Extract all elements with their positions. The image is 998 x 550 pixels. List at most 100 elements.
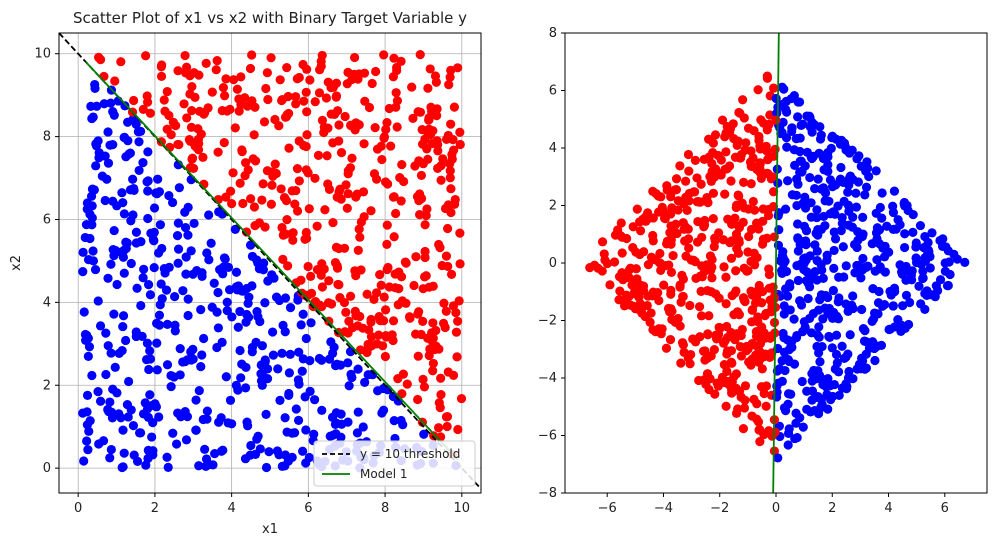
right-data-point: [780, 365, 790, 376]
left-data-point: [217, 106, 227, 116]
right-data-point: [836, 226, 846, 236]
right-data-point: [789, 91, 799, 101]
left-data-point: [125, 148, 135, 158]
left-data-point: [420, 246, 430, 257]
right-data-point: [817, 341, 827, 352]
right-data-point: [712, 378, 722, 388]
left-data-point: [227, 419, 237, 429]
left-data-point: [142, 338, 153, 348]
right-data-point: [836, 162, 846, 173]
left-data-point: [455, 139, 465, 150]
right-data-point: [927, 228, 937, 238]
left-data-point: [185, 163, 196, 173]
left-data-point: [383, 262, 393, 273]
right-data-point: [847, 145, 857, 155]
right-data-point: [783, 440, 793, 450]
right-data-point: [721, 401, 731, 411]
left-data-point: [84, 342, 95, 352]
right-data-point: [616, 218, 626, 228]
left-data-point: [114, 348, 124, 359]
right-data-point: [619, 270, 629, 280]
left-data-point: [351, 192, 361, 202]
left-data-point: [157, 243, 167, 254]
left-data-point: [441, 306, 451, 316]
left-data-point: [349, 52, 360, 63]
left-data-point: [204, 255, 214, 265]
left-data-point: [154, 320, 165, 330]
right-data-point: [707, 254, 717, 265]
left-data-point: [189, 218, 199, 229]
left-data-point: [174, 183, 184, 193]
left-data-point: [100, 151, 110, 161]
left-data-point: [341, 180, 351, 190]
left-data-point: [301, 458, 311, 468]
right-data-point: [605, 280, 615, 290]
left-data-point: [225, 104, 235, 114]
left-data-point: [241, 362, 251, 373]
right-data-point: [711, 289, 721, 299]
left-data-point: [452, 352, 462, 362]
left-data-point: [336, 148, 347, 158]
left-data-point: [170, 292, 180, 302]
left-x-axis-label: x1: [262, 522, 278, 537]
right-data-point: [659, 280, 669, 290]
right-data-point: [739, 113, 749, 123]
left-x-tick-label: 4: [227, 501, 235, 516]
right-x-ticks: −6 −4 −2 0 2 4 6: [598, 493, 949, 516]
right-data-point: [768, 187, 779, 197]
left-data-point: [381, 124, 391, 135]
left-data-point: [143, 280, 154, 290]
right-data-point: [671, 219, 681, 229]
left-data-point: [343, 169, 353, 179]
left-data-point: [312, 221, 322, 231]
right-data-point: [681, 251, 691, 261]
left-data-point: [290, 199, 300, 209]
left-data-point: [148, 418, 158, 428]
left-data-point: [291, 92, 301, 102]
right-data-point: [848, 374, 858, 384]
left-data-point: [173, 258, 183, 268]
left-data-point: [261, 409, 271, 419]
right-data-point: [843, 187, 853, 197]
left-data-point: [156, 71, 167, 81]
right-data-point: [793, 112, 803, 122]
right-data-point: [759, 388, 769, 399]
left-data-point: [428, 366, 438, 376]
left-data-point: [243, 421, 253, 431]
left-data-point: [328, 348, 338, 358]
right-data-point: [675, 161, 685, 171]
right-data-point: [600, 255, 610, 265]
left-data-point: [387, 330, 397, 340]
left-y-tick-label: 10: [34, 47, 51, 62]
left-data-point: [173, 66, 183, 76]
left-data-point: [85, 416, 95, 426]
right-x-tick-label: 4: [884, 501, 892, 516]
right-data-point: [776, 128, 786, 139]
right-data-point: [695, 332, 705, 342]
right-data-point: [841, 379, 851, 389]
right-data-point: [708, 188, 719, 198]
left-data-point: [83, 445, 93, 455]
left-data-point: [396, 196, 406, 206]
left-data-point: [262, 374, 273, 384]
right-data-point: [632, 204, 642, 214]
left-data-point: [425, 64, 435, 74]
left-data-point: [301, 425, 311, 435]
right-data-point: [708, 147, 718, 158]
right-data-point: [799, 254, 809, 264]
right-data-point: [624, 265, 635, 275]
left-data-point: [122, 238, 132, 248]
left-data-point: [285, 303, 296, 313]
left-data-point: [245, 63, 256, 74]
left-data-point: [418, 284, 428, 294]
right-data-point: [730, 213, 740, 223]
left-data-point: [355, 232, 365, 242]
left-data-point: [78, 408, 88, 418]
left-data-point: [93, 136, 103, 146]
right-data-point: [750, 205, 760, 215]
right-data-point: [773, 211, 783, 221]
left-data-point: [260, 298, 270, 308]
left-data-point: [317, 355, 327, 365]
right-data-point: [845, 330, 855, 340]
left-data-point: [334, 136, 344, 146]
